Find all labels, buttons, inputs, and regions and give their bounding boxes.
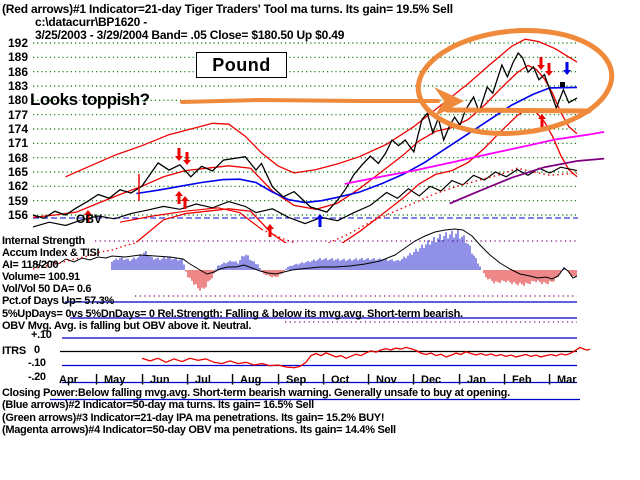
stats-line: Pct.of Days Up= 57.3% <box>2 295 114 308</box>
red-down-arrowhead <box>183 160 191 165</box>
price-dot-marker <box>560 82 565 87</box>
month-separator: | <box>186 373 190 385</box>
red-up-arrowhead <box>175 191 183 196</box>
symbol-label-box: Pound <box>196 52 287 78</box>
month-tick-jan: Jan <box>467 374 486 386</box>
stats-line: 5%UpDays= 0vs 5%DnDays= 0 Rel.Strength: … <box>2 307 463 320</box>
price-tick: 174 <box>7 122 28 136</box>
month-separator: | <box>141 373 145 385</box>
red-down-arrowhead <box>175 156 183 161</box>
price-tick: 189 <box>7 50 28 65</box>
stats-line: Accum Index & TISI <box>2 247 100 260</box>
itrs-tick-plus10: +.10 <box>31 329 52 341</box>
month-tick-feb: Feb <box>512 374 532 386</box>
month-separator: | <box>503 373 507 385</box>
stats-line: Volume= 100.91 <box>2 271 80 284</box>
price-tick: 159 <box>7 193 28 208</box>
indicator1-header: (Red arrows)#1 Indicator=21-day Tiger Tr… <box>2 2 453 16</box>
month-tick-jul: Jul <box>195 374 211 386</box>
red-up-arrowhead <box>266 224 274 229</box>
stats-line: AI= 118/200 <box>2 259 59 272</box>
symbol-label: Pound <box>212 54 271 75</box>
footer-line: Closing Power:Below falling mvg.avg. Sho… <box>2 387 510 399</box>
month-tick-nov: Nov <box>376 374 397 386</box>
price-tick: 183 <box>7 79 28 93</box>
toppish-horizontal-bar <box>444 107 592 114</box>
price-tick: 171 <box>7 136 28 151</box>
stats-line: Internal Strength <box>2 235 85 247</box>
itrs-tick-minus20: -.20 <box>28 371 46 383</box>
price-tick: 156 <box>7 208 28 222</box>
month-separator: | <box>458 373 462 385</box>
footer-notes: Closing Power:Below falling mvg.avg. Sho… <box>2 387 510 437</box>
red-up-arrowhead <box>84 210 92 215</box>
toppish-annotation: Looks toppish? <box>30 90 150 109</box>
toppish-arrow-head <box>434 87 464 117</box>
month-separator: | <box>548 373 552 385</box>
stats-line: OBV Mvg. Avg. is falling but OBV above i… <box>2 319 252 332</box>
month-separator: | <box>277 373 281 385</box>
month-separator: | <box>322 373 326 385</box>
red-up-arrowhead <box>538 114 546 119</box>
itrs-tick-zero: 0 <box>34 344 40 356</box>
month-tick-dec: Dec <box>421 374 442 386</box>
price-tick: 192 <box>7 36 28 50</box>
red-up-arrowhead <box>181 196 189 201</box>
blue-down-arrowhead <box>563 70 571 75</box>
month-tick-sep: Sep <box>286 374 307 386</box>
obv-label: OBV <box>76 212 103 226</box>
price-tick: 168 <box>7 150 28 165</box>
stats-line: Vol/Vol 50 DA= 0.6 <box>2 283 92 296</box>
price-tick: 162 <box>7 179 28 194</box>
red-down-arrowhead <box>545 71 553 76</box>
month-separator: | <box>412 373 416 385</box>
month-tick-mar: Mar <box>557 374 577 386</box>
footer-line: (Green arrows)#3 Indicator=21-day IPA ma… <box>2 411 385 424</box>
month-tick-oct: Oct <box>331 374 350 386</box>
month-separator: | <box>367 373 371 385</box>
month-tick-aug: Aug <box>240 374 262 386</box>
footer-line: (Blue arrows)#2 Indicator=50-day ma turn… <box>2 399 314 412</box>
month-separator: | <box>95 373 99 385</box>
red-down-arrowhead <box>537 65 545 70</box>
stats-panel: Internal Strength Accum Index & TISI AI= 1… <box>2 235 463 332</box>
price-tick: 177 <box>7 107 28 122</box>
toppish-arrow-line <box>180 97 440 104</box>
month-tick-may: May <box>104 374 126 386</box>
month-tick-apr: Apr <box>59 374 78 386</box>
itrs-tick-minus10: -.10 <box>28 357 46 369</box>
month-separator: | <box>231 373 235 385</box>
price-tick: 165 <box>7 165 28 179</box>
file-path-label: c:\datacurr\BP1620 - <box>35 15 148 29</box>
blue-up-arrowhead <box>316 214 324 219</box>
month-tick-jun: Jun <box>150 374 170 386</box>
price-tick: 186 <box>7 64 28 79</box>
itrs-panel-label: ITRS <box>2 345 26 357</box>
price-tick: 180 <box>7 93 28 108</box>
toppish-ellipse-annotation <box>415 27 615 137</box>
footer-line: (Magenta arrows)#4 Indicator=50-day OBV … <box>2 424 396 437</box>
date-range-line: 3/25/2003 - 3/29/2004 Band= .05 Close= $… <box>35 28 345 42</box>
